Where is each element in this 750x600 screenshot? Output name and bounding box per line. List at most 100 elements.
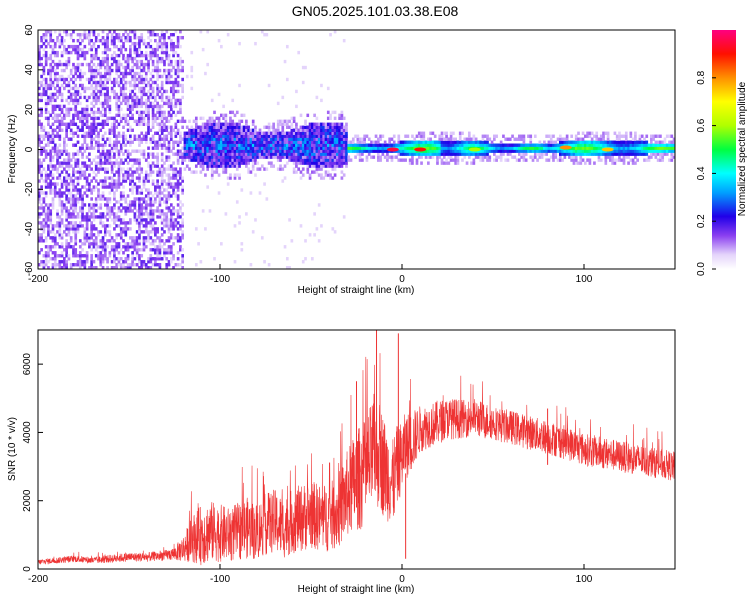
spectrogram-cell — [220, 152, 223, 156]
spectrogram-cell — [181, 158, 184, 162]
spectrogram-cell — [210, 167, 214, 171]
spectrogram-cell — [151, 137, 155, 141]
spectrogram-cell — [452, 158, 455, 162]
spectrogram-cell — [67, 44, 71, 49]
spectrogram-cell — [99, 83, 103, 88]
spectrogram-cell — [304, 140, 307, 144]
spectrogram-cell — [49, 212, 53, 216]
spectrogram-cell — [72, 221, 75, 225]
spectrogram-cell — [402, 146, 405, 150]
spectrogram-cell — [149, 218, 153, 222]
spectrogram-cell — [292, 143, 296, 147]
spectrogram-cell — [126, 245, 130, 249]
spectrogram-cell — [176, 233, 180, 237]
spectrogram-cell — [233, 152, 237, 156]
spectrogram-cell — [267, 155, 271, 159]
spectrogram-cell — [210, 128, 214, 132]
spectrogram-cell — [156, 209, 159, 213]
spectrogram-cell — [38, 194, 41, 198]
spectrogram-cell — [370, 149, 373, 153]
spectrogram-cell — [206, 128, 210, 132]
spectrogram-cell — [101, 197, 105, 201]
spectrogram-cell — [103, 215, 107, 219]
spectrogram-cell — [131, 30, 134, 34]
spectrogram-cell — [424, 143, 428, 147]
spectrogram-cell — [181, 152, 184, 156]
spectrogram-cell — [222, 125, 225, 129]
spectrogram-cell — [74, 158, 78, 162]
spectrogram-cell — [176, 110, 180, 115]
spectrogram-cell — [113, 203, 116, 207]
spectrogram-cell — [568, 155, 571, 159]
spectrogram-cell — [326, 143, 330, 147]
spectrogram-cell — [340, 122, 344, 126]
spectrogram-cell — [179, 224, 182, 228]
spectrogram-cell — [449, 137, 453, 141]
spectrogram-cell — [518, 149, 521, 153]
spectrogram-cell — [204, 137, 207, 141]
spectrogram-cell — [618, 134, 621, 138]
spectrogram-cell — [172, 32, 175, 37]
spectrogram-cell — [197, 242, 200, 246]
spectrogram-cell — [76, 53, 80, 58]
spectrogram-cell — [311, 164, 314, 168]
spectrogram-cell — [365, 149, 369, 153]
spectrogram-cell — [124, 83, 128, 88]
spectrogram-cell — [40, 95, 43, 100]
spectrogram-cell — [44, 44, 48, 49]
spectrogram-cell — [326, 158, 330, 162]
spectrogram-cell — [81, 83, 84, 88]
spectrogram-cell — [306, 134, 310, 138]
spectrogram-cell — [92, 30, 96, 34]
spectrogram-cell — [38, 167, 41, 171]
spectrogram-cell — [313, 113, 316, 118]
spectrogram-cell — [165, 206, 169, 210]
spectrogram-cell — [313, 137, 316, 141]
spectrogram-cell — [622, 134, 626, 138]
spectrogram-cell — [60, 68, 64, 73]
spectrogram-cell — [115, 266, 119, 269]
spectrogram-cell — [51, 167, 55, 171]
spectrogram-cell — [126, 173, 130, 177]
spectrogram-cell — [56, 149, 59, 153]
spectrogram-cell — [163, 230, 166, 234]
spectrogram-cell — [283, 176, 287, 180]
spectrogram-cell — [440, 131, 444, 135]
spectrogram-cell — [67, 191, 71, 195]
spectrogram-cell — [358, 149, 362, 153]
spectrogram-cell — [88, 266, 91, 269]
spectrogram-cell — [281, 125, 285, 129]
spectrogram-cell — [508, 149, 512, 153]
spectrogram-cell — [74, 77, 78, 82]
spectrogram-cell — [81, 203, 84, 207]
spectrogram-cell — [42, 230, 46, 234]
spectrogram-cell — [122, 227, 125, 231]
spectrogram-cell — [295, 149, 298, 153]
spectrogram-cell — [106, 59, 109, 64]
spectrogram-cell — [283, 152, 287, 156]
spectrogram-cell — [197, 152, 200, 156]
spectrogram-cell — [397, 149, 401, 153]
spectrogram-cell — [176, 65, 180, 70]
spectrogram-cell — [238, 155, 241, 159]
spectrogram-cell — [117, 95, 121, 100]
spectrogram-cell — [336, 140, 339, 144]
spectrogram-cell — [51, 251, 55, 255]
spectrogram-cell — [83, 260, 87, 264]
spectrogram-cell — [176, 257, 180, 261]
spectrogram-cell — [304, 155, 307, 159]
spectrogram-cell — [151, 248, 155, 252]
spectrogram-cell — [122, 152, 125, 156]
spectrogram-cell — [122, 86, 125, 91]
spectrogram-cell — [226, 146, 230, 150]
spectrogram-cell — [53, 224, 57, 228]
spectrogram-cell — [167, 218, 171, 222]
spectrogram-cell — [622, 140, 626, 144]
spectrogram-cell — [88, 236, 91, 240]
spectrogram-cell — [124, 212, 128, 216]
spectrogram-cell — [110, 185, 114, 189]
spectrogram-cell — [158, 266, 162, 269]
spectrogram-cell — [51, 122, 55, 126]
spectrogram-cell — [290, 143, 294, 147]
spectrogram-cell — [158, 143, 162, 147]
